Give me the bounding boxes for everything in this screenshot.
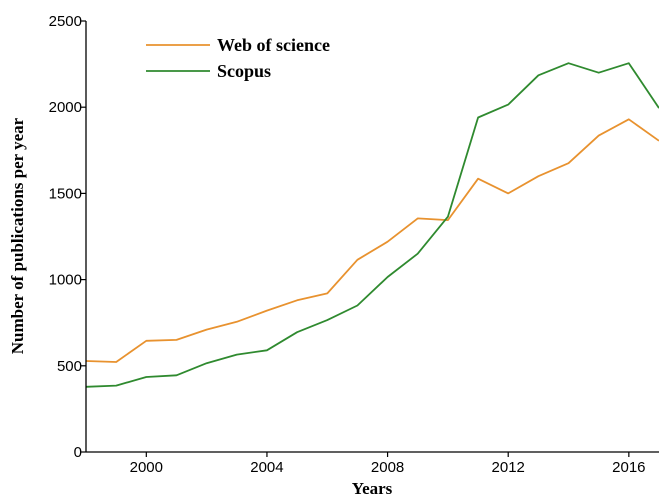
y-tick-label: 500 (57, 358, 82, 375)
y-tick-label: 0 (74, 444, 82, 461)
x-axis-label: Years (352, 479, 393, 498)
x-tick-label: 2016 (612, 459, 645, 476)
series-line-scopus (85, 62, 659, 388)
x-tick-label: 2000 (130, 459, 163, 476)
y-tick-label: 1000 (49, 272, 82, 289)
y-tick-label: 1500 (49, 185, 82, 202)
series-line-web-of-science (85, 118, 659, 363)
x-tick-label: 2004 (250, 459, 283, 476)
legend: Web of science Scopus (146, 35, 330, 81)
x-tick-label: 2008 (371, 459, 404, 476)
y-tick-layer: 0 500 1000 1500 2000 2500 (49, 13, 86, 461)
y-tick-label: 2000 (49, 99, 82, 116)
legend-label-scopus: Scopus (217, 61, 271, 81)
y-axis-label: Number of publications per year (8, 117, 27, 354)
series-layer (85, 62, 659, 388)
x-tick-layer: 2000 2004 2008 2012 2016 (130, 452, 646, 476)
legend-label-web-of-science: Web of science (217, 35, 330, 55)
x-tick-label: 2012 (492, 459, 525, 476)
y-tick-label: 2500 (49, 13, 82, 30)
